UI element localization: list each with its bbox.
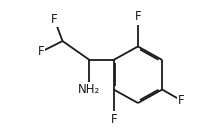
Text: NH₂: NH₂ <box>78 83 101 96</box>
Text: F: F <box>51 13 58 26</box>
Text: F: F <box>135 10 141 23</box>
Text: F: F <box>178 94 184 107</box>
Text: F: F <box>110 113 117 126</box>
Text: F: F <box>38 45 44 58</box>
